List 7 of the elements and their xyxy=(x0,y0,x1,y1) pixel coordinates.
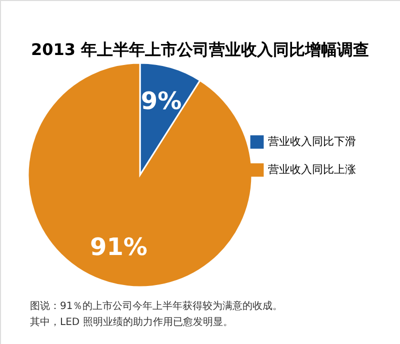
legend-label: 营业收入同比下滑 xyxy=(268,135,356,148)
text: 其中，LED 照明业绩的助力作用已愈发明显。 xyxy=(30,316,233,328)
data-label: 91% xyxy=(90,233,148,262)
legend-label: 营业收入同比上涨 xyxy=(268,163,356,176)
data-label: 9% xyxy=(140,86,182,115)
chart-title: 2013 年上半年上市公司营业收入同比增幅调查 xyxy=(30,40,370,59)
text: 图说：91％的上市公司今年上半年获得较为满意的收成。 xyxy=(30,300,283,312)
